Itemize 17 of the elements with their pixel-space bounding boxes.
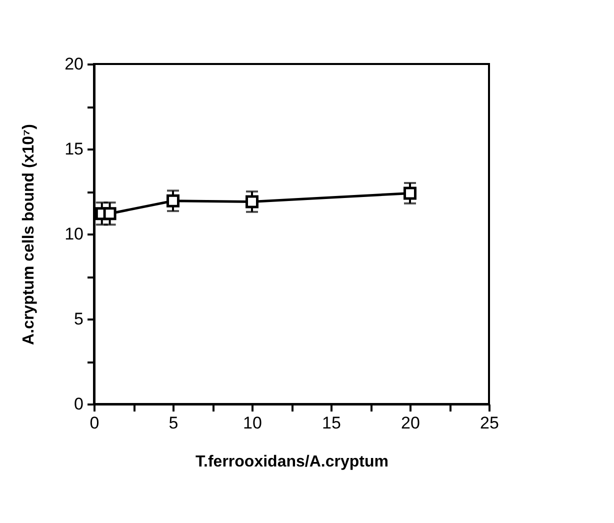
point [246,195,258,208]
y-tick-label: 0 [74,394,84,414]
x-tick-label: 0 [90,414,100,432]
x-axis-title: T.ferrooxidans/A.cryptum [196,454,388,470]
y-tick-label: 15 [64,140,84,158]
x-tick-label: 10 [243,414,262,432]
point [404,186,416,200]
x-tick-label: 20 [401,414,420,432]
y-axis-title: A.cryptum cells bound (x10⁷) [20,124,38,345]
x-tick-label: 15 [322,414,341,432]
point [166,194,180,208]
x-tick-label: 25 [480,414,499,432]
y-tick-label: 20 [64,54,84,74]
point [103,207,116,220]
x-tick-label: 5 [168,414,178,432]
y-tick-label: 5 [74,310,84,328]
y-tick-label: 10 [64,224,84,244]
